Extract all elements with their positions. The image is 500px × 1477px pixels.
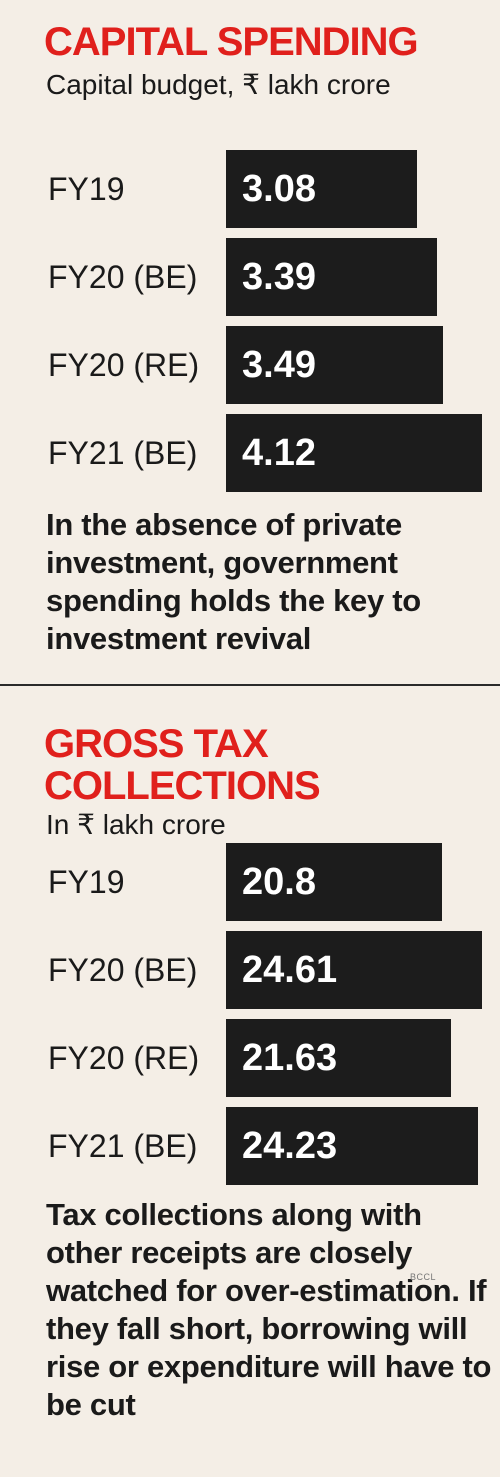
- tax-bar-fy20-re: [226, 1019, 451, 1097]
- capital-category-label: FY20 (BE): [48, 259, 198, 295]
- capital-spending-title: CAPITAL SPENDING: [44, 20, 419, 64]
- section-divider: [0, 684, 500, 686]
- capital-spending-subtitle: Capital budget, ₹ lakh crore: [46, 69, 391, 100]
- capital-value-label: 3.08: [242, 168, 316, 210]
- tax-bar-fy19: [226, 843, 442, 921]
- capital-category-label: FY20 (RE): [48, 347, 200, 383]
- tax-value-label: 20.8: [242, 861, 316, 903]
- capital-value-label: 3.49: [242, 344, 316, 386]
- tax-value-label: 24.23: [242, 1125, 338, 1167]
- tax-category-label: FY19: [48, 864, 125, 900]
- gross-tax-title-line1: GROSS TAX: [44, 722, 269, 766]
- gross-tax-title-line2: COLLECTIONS: [44, 764, 321, 808]
- gross-tax-subtitle: In ₹ lakh crore: [46, 809, 226, 840]
- capital-category-label: FY19: [48, 171, 125, 207]
- bccl-watermark: BCCL: [410, 1272, 437, 1282]
- capital-bar-fy20-re: [226, 326, 443, 404]
- tax-category-label: FY20 (RE): [48, 1040, 200, 1076]
- tax-category-label: FY20 (BE): [48, 952, 198, 988]
- tax-category-label: FY21 (BE): [48, 1128, 198, 1164]
- capital-value-label: 3.39: [242, 256, 316, 298]
- tax-value-label: 21.63: [242, 1037, 338, 1079]
- tax-bar-fy20-be: [226, 931, 482, 1009]
- capital-spending-note: In the absence of private investment, go…: [46, 507, 421, 656]
- gross-tax-note: Tax collections along with other receipt…: [46, 1197, 492, 1422]
- capital-bar-fy20-be: [226, 238, 437, 316]
- capital-value-label: 4.12: [242, 432, 316, 474]
- capital-category-label: FY21 (BE): [48, 435, 198, 471]
- capital-bar-fy21-be: [226, 414, 482, 492]
- tax-value-label: 24.61: [242, 949, 338, 991]
- tax-bar-fy21-be: [226, 1107, 478, 1185]
- capital-bar-fy19: [226, 150, 417, 228]
